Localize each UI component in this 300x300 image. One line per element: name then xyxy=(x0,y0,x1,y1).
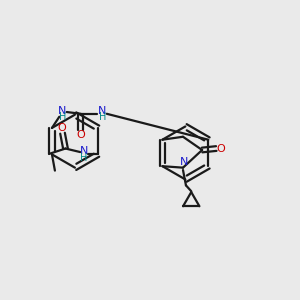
Text: O: O xyxy=(58,123,66,133)
Text: N: N xyxy=(98,106,106,116)
Text: O: O xyxy=(216,143,225,154)
Text: H: H xyxy=(99,112,106,122)
Text: H: H xyxy=(80,153,88,163)
Text: N: N xyxy=(58,106,67,116)
Text: N: N xyxy=(80,146,88,157)
Text: O: O xyxy=(76,130,85,140)
Text: H: H xyxy=(58,112,66,122)
Text: N: N xyxy=(179,158,188,167)
